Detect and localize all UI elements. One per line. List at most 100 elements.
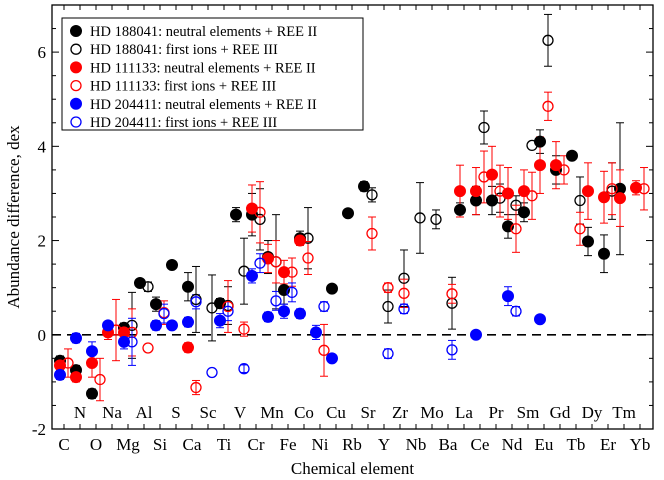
x-tick-label: Ni — [312, 435, 329, 454]
data-point — [262, 310, 274, 323]
data-point — [582, 185, 594, 198]
markers-layer — [54, 34, 650, 400]
data-point — [70, 371, 82, 384]
data-point — [566, 149, 578, 162]
data-point — [142, 281, 154, 293]
x-tick-label: Dy — [582, 403, 603, 422]
data-point — [598, 247, 610, 260]
data-point — [286, 286, 298, 299]
data-point — [518, 206, 530, 219]
data-point — [478, 171, 490, 183]
x-tick-label: Sr — [360, 403, 375, 422]
data-point — [382, 347, 394, 360]
x-tick-label: Er — [600, 435, 616, 454]
data-point — [142, 342, 154, 354]
data-point — [318, 344, 330, 356]
x-tick-label: Ti — [217, 435, 232, 454]
data-point — [502, 290, 514, 303]
data-point — [222, 300, 234, 313]
data-point — [574, 223, 586, 235]
legend-entry: HD 188041: first ions + REE III — [90, 42, 278, 58]
data-point — [574, 194, 586, 207]
legend-marker — [70, 61, 82, 74]
data-point — [414, 212, 426, 224]
legend-marker — [70, 79, 82, 92]
data-point — [558, 164, 570, 176]
data-point — [214, 314, 226, 327]
y-axis-label: Abundance difference, dex — [4, 125, 23, 309]
data-point — [206, 302, 218, 314]
data-point — [270, 256, 282, 268]
data-point — [254, 257, 266, 269]
data-point — [70, 332, 82, 345]
x-tick-label: Tm — [612, 403, 636, 422]
data-point — [470, 328, 482, 341]
y-tick-label: 4 — [38, 137, 47, 156]
x-tick-label: Eu — [535, 435, 554, 454]
x-tick-label: Mn — [260, 403, 284, 422]
x-tick-label: O — [90, 435, 102, 454]
x-tick-label: Mo — [420, 403, 444, 422]
data-point — [358, 180, 370, 193]
data-point — [526, 190, 538, 202]
data-point — [182, 341, 194, 354]
data-point — [326, 282, 338, 295]
data-point — [638, 183, 650, 195]
x-tick-label: Sm — [517, 403, 540, 422]
legend-entry: HD 111133: first ions + REE III — [90, 79, 276, 95]
x-tick-label: Pr — [488, 403, 503, 422]
x-tick-label: V — [234, 403, 247, 422]
data-point — [126, 336, 138, 348]
data-point — [182, 280, 194, 293]
x-tick-label: Nd — [502, 435, 523, 454]
data-point — [302, 252, 314, 264]
data-point — [118, 335, 130, 348]
x-tick-label: Co — [294, 403, 314, 422]
x-tick-label: Al — [136, 403, 153, 422]
y-tick-label: 2 — [38, 232, 47, 251]
x-tick-label: Nb — [406, 435, 427, 454]
data-point — [398, 303, 410, 315]
x-tick-label: Rb — [342, 435, 362, 454]
x-tick-label: Gd — [550, 403, 571, 422]
data-point — [206, 366, 218, 379]
x-tick-label: Na — [102, 403, 122, 422]
data-point — [326, 352, 338, 365]
data-point — [470, 185, 482, 198]
data-point — [430, 213, 442, 226]
x-tick-label: Cr — [248, 435, 265, 454]
data-point — [510, 199, 522, 211]
data-point — [246, 269, 258, 282]
data-point — [310, 326, 322, 339]
legend-entry: HD 204411: neutral elements + REE II — [90, 97, 317, 113]
data-point — [382, 282, 394, 294]
legend: HD 188041: neutral elements + REE II HD 1… — [61, 17, 364, 131]
data-point — [598, 191, 610, 204]
data-point — [278, 266, 290, 279]
data-point — [542, 34, 554, 46]
data-point — [398, 272, 410, 284]
x-tick-label: Sc — [200, 403, 217, 422]
data-point — [54, 368, 66, 381]
data-point — [182, 316, 194, 329]
data-point — [238, 323, 250, 335]
data-point — [102, 319, 114, 332]
data-point — [366, 189, 378, 201]
data-point — [94, 373, 106, 386]
axes-layer: -2 0 2 4 6 N Na Al S Sc V Mn Co Cu Sr Zr Mo La Pr Sm Gd Dy Tm C… — [32, 4, 653, 454]
data-point — [278, 305, 290, 318]
data-point — [582, 235, 594, 248]
data-point — [454, 203, 466, 216]
data-point — [254, 206, 266, 218]
data-point — [286, 266, 298, 278]
data-point — [510, 223, 522, 235]
y-tick-label: 0 — [38, 326, 47, 345]
data-point — [294, 307, 306, 320]
data-point — [158, 307, 170, 320]
data-point — [342, 207, 354, 220]
data-point — [222, 305, 234, 317]
data-point — [62, 357, 74, 369]
data-point — [550, 159, 562, 172]
data-point — [446, 344, 458, 356]
